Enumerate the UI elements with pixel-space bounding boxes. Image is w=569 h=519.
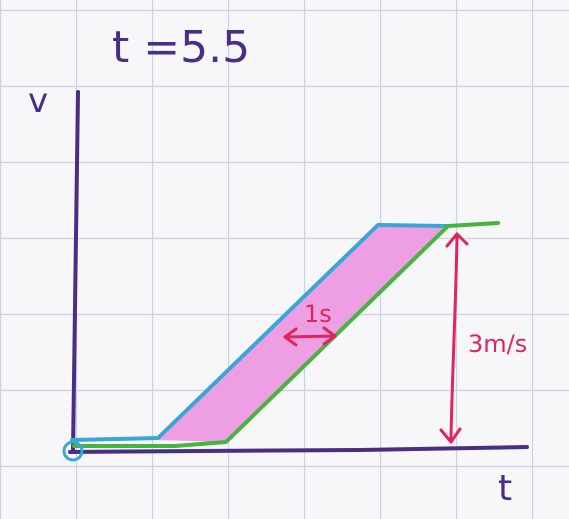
y-axis-label: v — [28, 81, 48, 121]
time-offset-label: 1s — [304, 300, 332, 328]
time-label: t =5.5 — [112, 22, 250, 73]
upper-edge-line — [70, 223, 448, 442]
velocity-change-arrow — [439, 232, 469, 444]
origin-circle — [62, 440, 84, 462]
time-offset-arrow — [283, 326, 337, 347]
x-axis-label: t — [498, 468, 512, 509]
x-axis — [68, 445, 529, 454]
y-axis — [71, 90, 80, 454]
lower-edge-line — [72, 221, 500, 448]
velocity-change-label: 3m/s — [468, 330, 527, 358]
shaded-band — [158, 226, 446, 442]
